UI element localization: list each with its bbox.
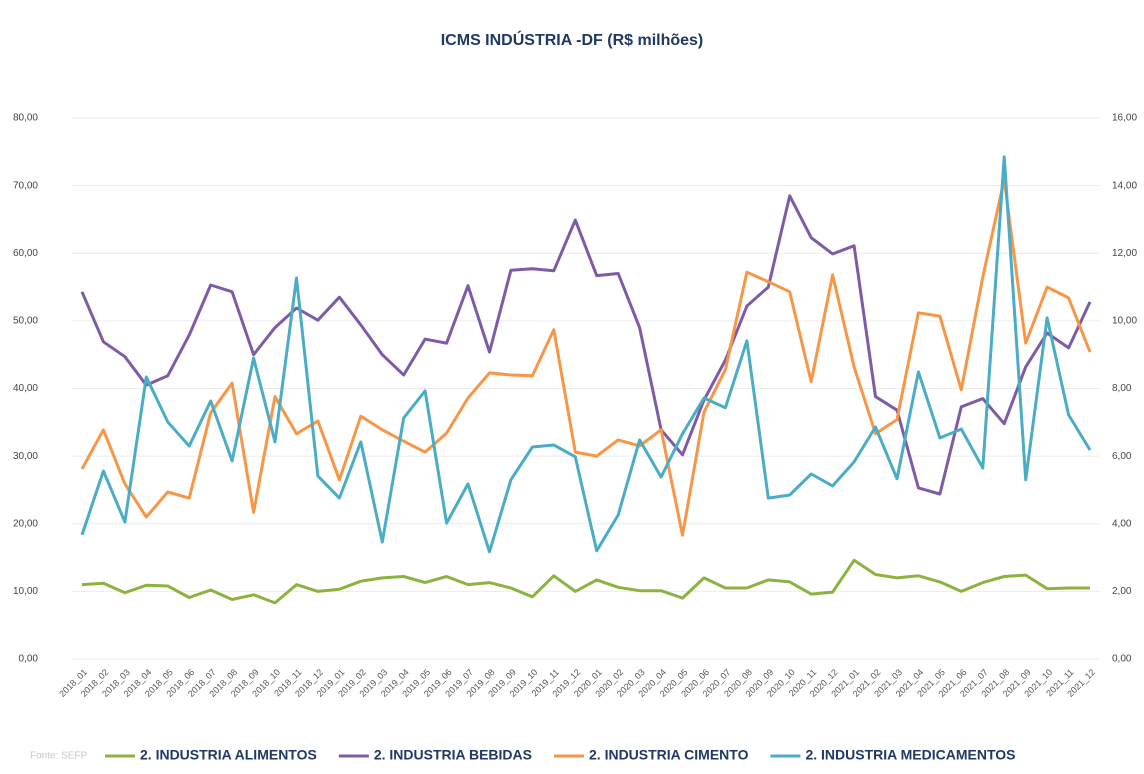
series-line [81, 558, 1090, 605]
legend-label: 2. INDUSTRIA CIMENTO [589, 747, 749, 763]
y-tick-label: 70,00 [13, 180, 38, 191]
y2-tick-label: 16,00 [1112, 113, 1137, 124]
y-tick-label: 0,00 [19, 654, 39, 665]
y-tick-label: 50,00 [13, 316, 38, 327]
source: Fonte: SEFP [30, 751, 88, 762]
series-line [80, 178, 1092, 537]
y-tick-label: 40,00 [13, 383, 38, 394]
y2-tick-label: 12,00 [1112, 248, 1137, 259]
y2-tick-label: 10,00 [1112, 316, 1137, 327]
y-tick-label: 60,00 [13, 248, 38, 259]
y2-tick-label: 8,00 [1112, 383, 1132, 394]
series-line [80, 194, 1092, 496]
legend-label: 2. INDUSTRIA BEBIDAS [374, 747, 532, 763]
y-tick-label: 80,00 [13, 113, 38, 124]
y2-tick-label: 0,00 [1112, 654, 1132, 665]
y-tick-label: 30,00 [13, 451, 38, 462]
y2-tick-label: 6,00 [1112, 451, 1132, 462]
y-tick-label: 20,00 [13, 518, 38, 529]
legend-label: 2. INDUSTRIA ALIMENTOS [140, 747, 317, 763]
y2-tick-label: 2,00 [1112, 586, 1132, 597]
y2-tick-label: 14,00 [1112, 180, 1137, 191]
chart-title: ICMS INDÚSTRIA -DF (R$ milhões) [441, 30, 704, 49]
y2-tick-label: 4,00 [1112, 518, 1132, 529]
legend-label: 2. INDUSTRIA MEDICAMENTOS [805, 747, 1015, 763]
series-line [80, 155, 1092, 554]
y-tick-label: 10,00 [13, 586, 38, 597]
